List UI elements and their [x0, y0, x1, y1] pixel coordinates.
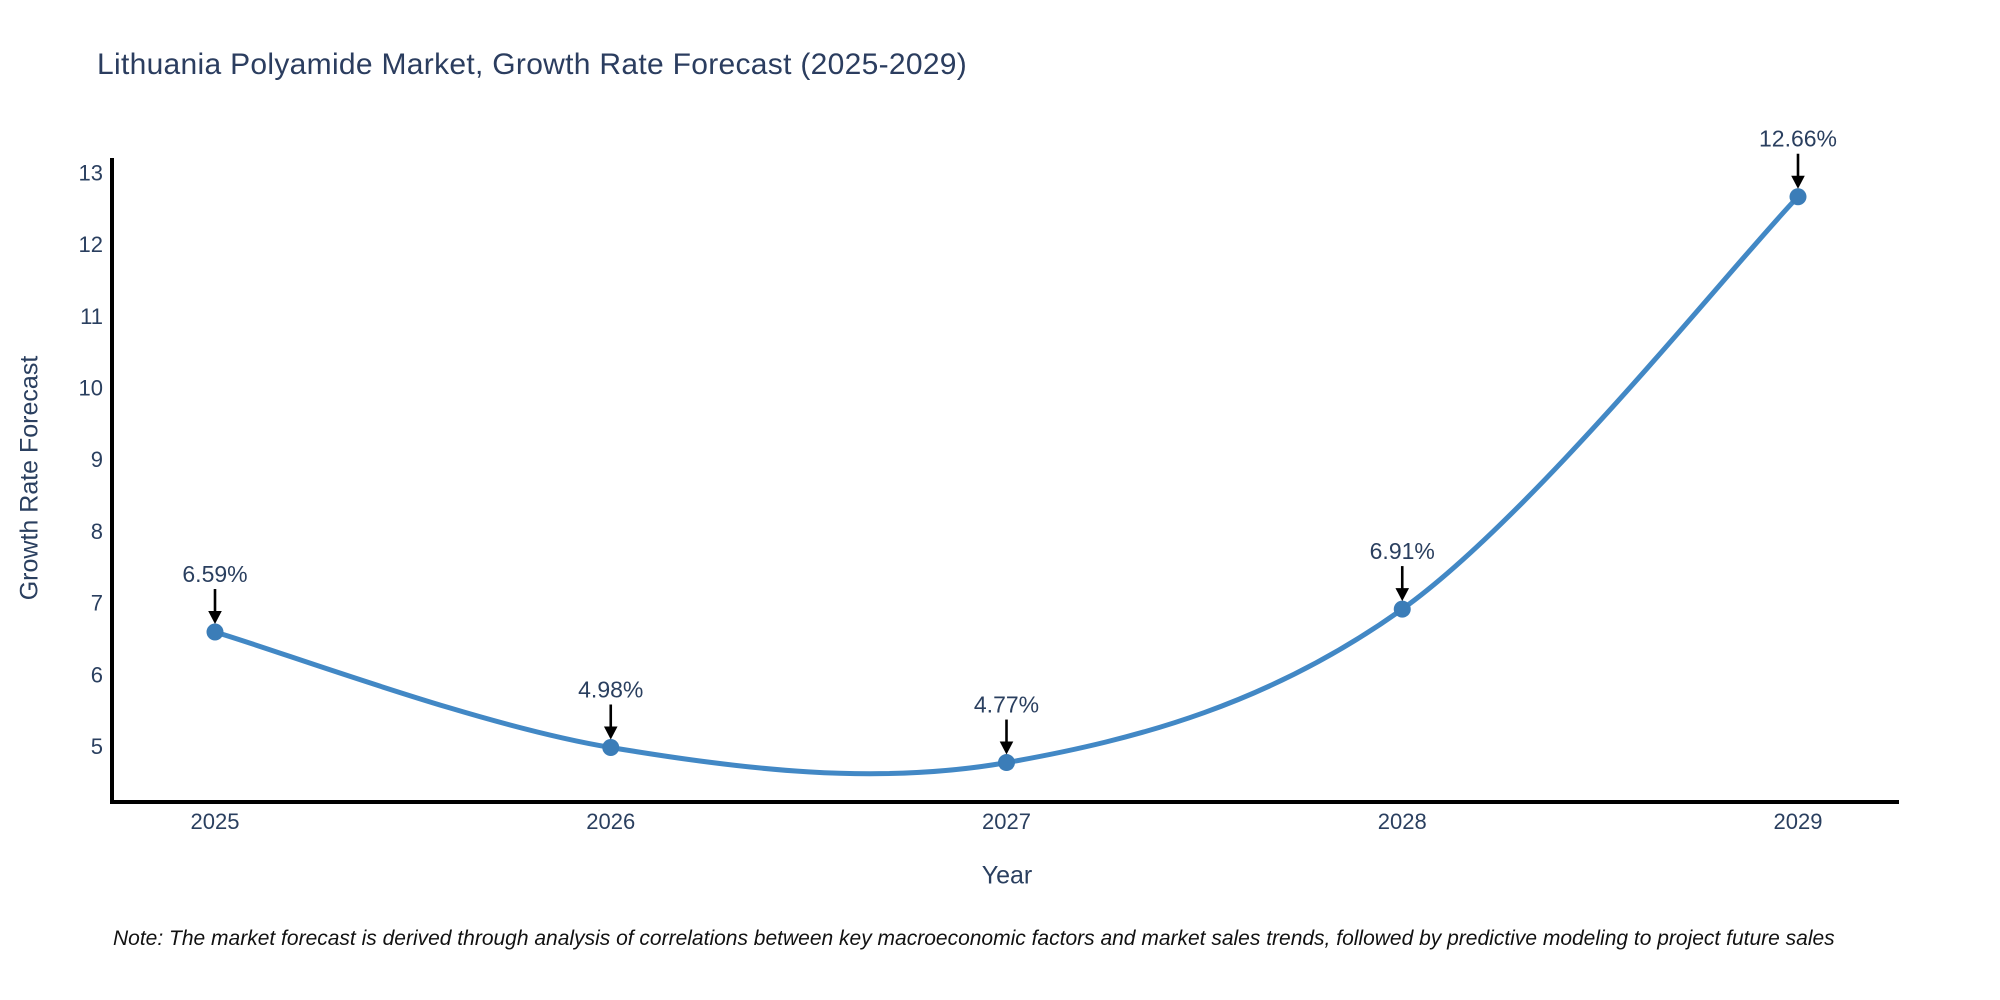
- y-tick-label: 7: [91, 591, 103, 616]
- y-tick-label: 11: [80, 304, 103, 329]
- point-value-label: 4.98%: [578, 676, 643, 702]
- y-tick-label: 9: [91, 447, 103, 472]
- x-tick-label: 2027: [982, 809, 1031, 834]
- x-tick-label: 2026: [586, 809, 635, 834]
- annotation-arrow-head: [603, 726, 618, 740]
- point-value-label: 6.91%: [1370, 538, 1435, 564]
- footnote: Note: The market forecast is derived thr…: [113, 927, 1835, 950]
- x-tick-label: 2028: [1378, 809, 1427, 834]
- point-value-label: 6.59%: [182, 561, 247, 587]
- annotation-arrow-head: [1395, 588, 1410, 602]
- data-point-2027: [998, 754, 1015, 772]
- y-tick-label: 12: [79, 232, 103, 257]
- point-value-label: 12.66%: [1759, 126, 1837, 152]
- x-axis-line: [110, 800, 1899, 804]
- annotation-arrow-head: [1791, 175, 1805, 189]
- y-axis-line: [110, 158, 114, 804]
- y-tick-label: 8: [91, 519, 103, 544]
- y-tick-label: 5: [91, 734, 103, 759]
- point-value-label: 4.77%: [974, 692, 1039, 718]
- x-axis-title: Year: [981, 861, 1033, 890]
- x-tick-label: 2029: [1774, 809, 1823, 834]
- annotation-arrow-head: [999, 741, 1014, 755]
- data-point-2025: [206, 623, 224, 641]
- annotation-arrow-head: [208, 611, 222, 625]
- x-tick-label: 2025: [191, 809, 240, 834]
- data-point-2029: [1789, 188, 1807, 206]
- trend-line: [212, 194, 1801, 777]
- data-point-2028: [1393, 600, 1411, 618]
- y-tick-label: 13: [79, 160, 103, 185]
- y-tick-label: 6: [91, 662, 103, 687]
- data-point-2026: [602, 738, 620, 756]
- y-tick-label: 10: [79, 375, 103, 400]
- chart-title: Lithuania Polyamide Market, Growth Rate …: [97, 48, 968, 81]
